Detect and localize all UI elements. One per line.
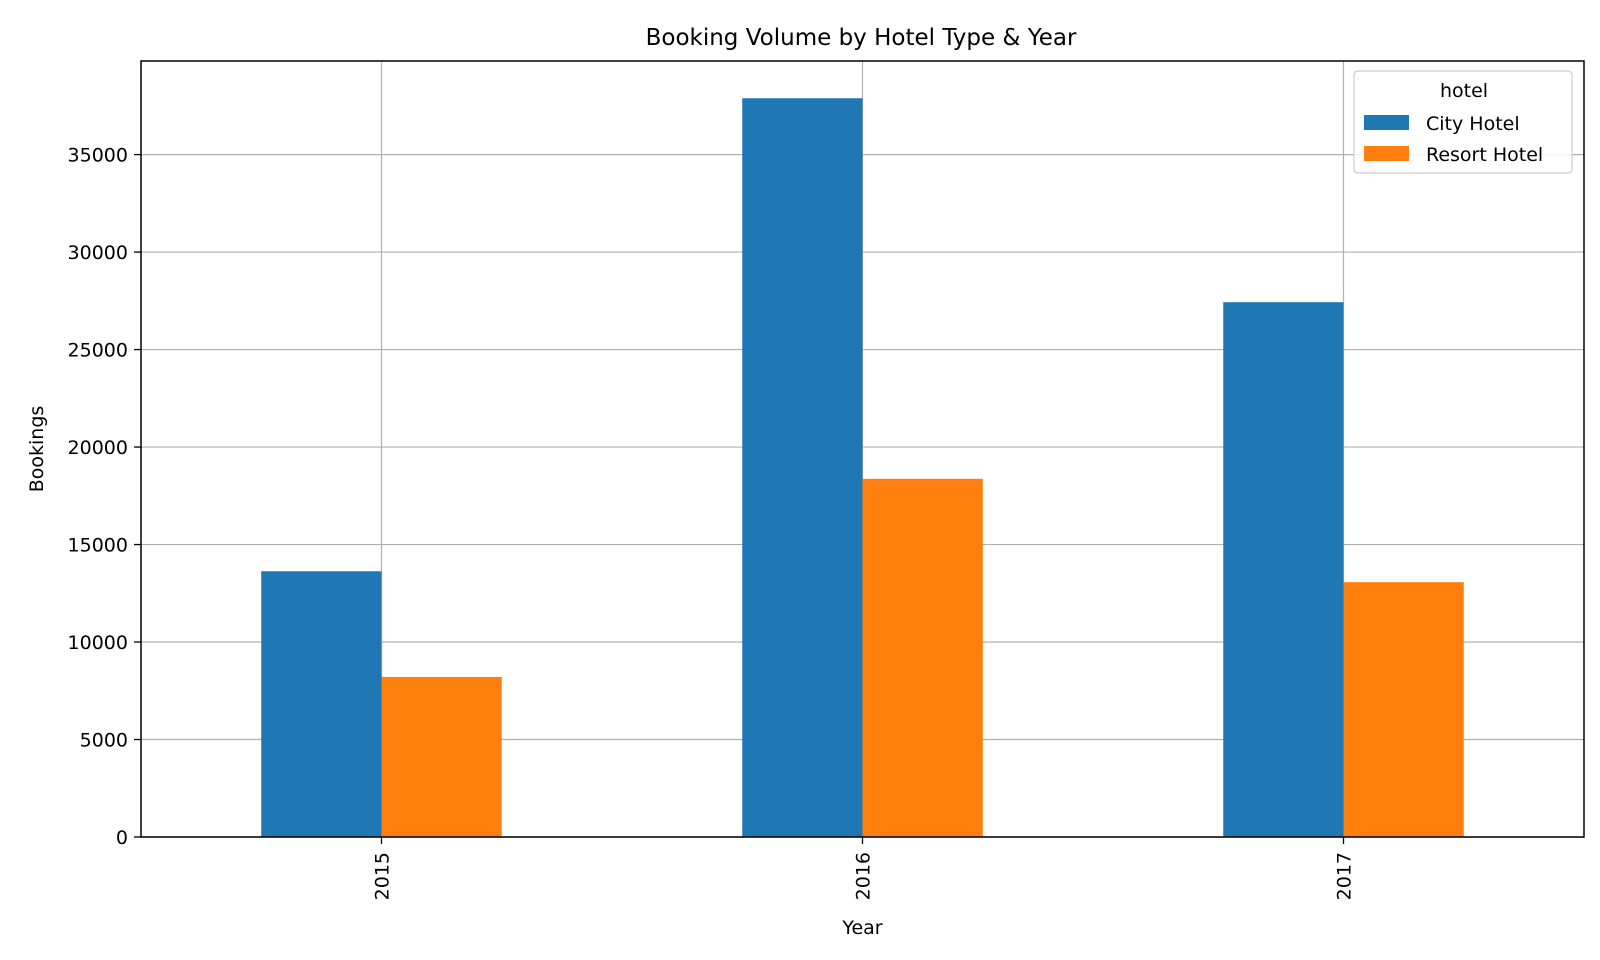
legend: hotel City Hotel Resort Hotel — [1353, 70, 1573, 174]
y-tick-label: 30000 — [68, 242, 128, 264]
y-tick-label: 35000 — [68, 145, 128, 167]
y-tick-label: 25000 — [68, 340, 128, 362]
x-tick-label: 2015 — [372, 852, 394, 900]
x-tick-label: 2016 — [853, 852, 875, 900]
y-tick-label: 15000 — [68, 535, 128, 557]
x-axis: 2015 2016 2017 — [372, 837, 1356, 900]
y-tick-label: 0 — [116, 827, 128, 849]
y-tick-label: 5000 — [80, 730, 128, 752]
bars — [261, 98, 1464, 837]
bar-city-hotel-2015 — [261, 571, 382, 837]
legend-title: hotel — [1440, 80, 1488, 102]
bar-resort-hotel-2017 — [1343, 582, 1464, 837]
legend-swatch — [1364, 115, 1409, 130]
bar-resort-hotel-2016 — [862, 478, 983, 837]
y-axis: 0 5000 10000 15000 20000 25000 30000 35000 — [68, 145, 141, 849]
legend-swatch — [1364, 146, 1409, 161]
chart-title: Booking Volume by Hotel Type & Year — [646, 25, 1077, 51]
bar-city-hotel-2016 — [742, 98, 863, 837]
x-axis-label: Year — [841, 917, 882, 939]
x-tick-label: 2017 — [1334, 852, 1356, 900]
y-tick-label: 10000 — [68, 632, 128, 654]
bar-resort-hotel-2015 — [381, 676, 502, 837]
bar-city-hotel-2017 — [1223, 302, 1344, 837]
legend-label: Resort Hotel — [1426, 144, 1543, 166]
legend-label: City Hotel — [1426, 113, 1520, 135]
y-tick-label: 20000 — [68, 437, 128, 459]
y-axis-label: Bookings — [26, 406, 48, 493]
